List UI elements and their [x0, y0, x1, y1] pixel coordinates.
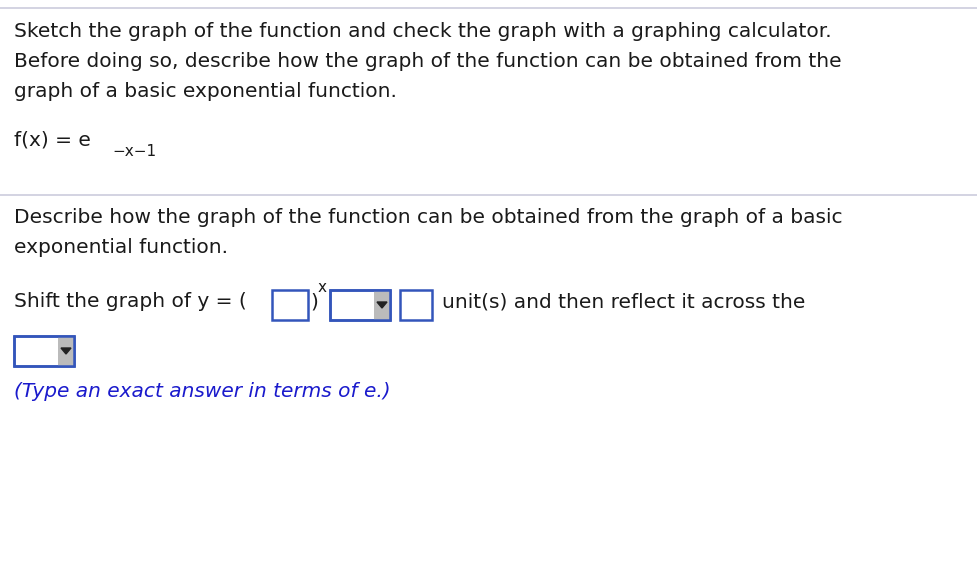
Bar [329, 290, 390, 320]
Bar [373, 290, 390, 320]
Text: exponential function.: exponential function. [14, 238, 228, 257]
Text: graph of a basic exponential function.: graph of a basic exponential function. [14, 82, 397, 101]
Text: ): ) [310, 292, 318, 311]
Text: x: x [318, 280, 326, 295]
Text: unit(s) and then reflect it across the: unit(s) and then reflect it across the [442, 292, 804, 311]
Text: f(x) = e: f(x) = e [14, 130, 91, 149]
Text: −x−1: −x−1 [112, 144, 156, 159]
Text: (Type an exact answer in terms of e.): (Type an exact answer in terms of e.) [14, 382, 390, 401]
Polygon shape [61, 348, 71, 354]
Bar [14, 336, 74, 366]
Polygon shape [376, 302, 387, 308]
Bar [272, 290, 308, 320]
Bar [58, 336, 74, 366]
Bar [400, 290, 432, 320]
Text: Before doing so, describe how the graph of the function can be obtained from the: Before doing so, describe how the graph … [14, 52, 841, 71]
Text: Shift the graph of y = (: Shift the graph of y = ( [14, 292, 246, 311]
Text: Describe how the graph of the function can be obtained from the graph of a basic: Describe how the graph of the function c… [14, 208, 841, 227]
Bar [329, 290, 390, 320]
Text: Sketch the graph of the function and check the graph with a graphing calculator.: Sketch the graph of the function and che… [14, 22, 830, 41]
Bar [14, 336, 74, 366]
